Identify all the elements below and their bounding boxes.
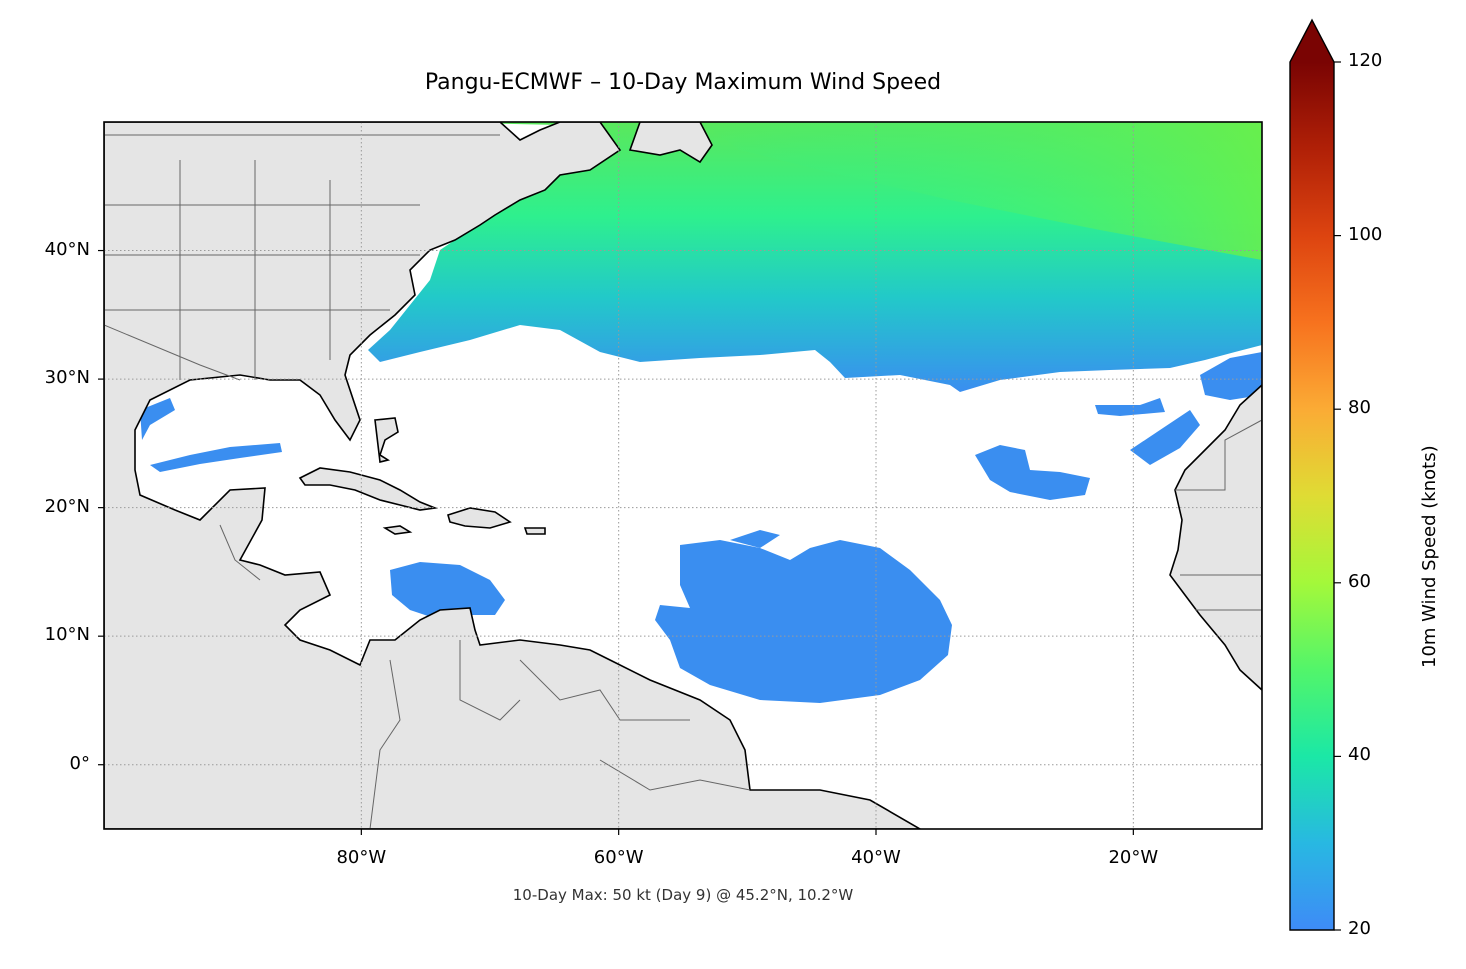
lat-tick-label: 30°N xyxy=(44,367,90,389)
border-south-america-4 xyxy=(599,759,751,791)
border-south-america-3 xyxy=(369,659,401,829)
lon-tick-label: 40°W xyxy=(851,847,901,868)
colorbar-tick-label: 40 xyxy=(1348,744,1371,766)
wind-field-tropical-ne xyxy=(730,530,780,548)
wind-field-east-cells xyxy=(975,445,1090,500)
wind-field-ne-band xyxy=(700,122,1262,260)
border-africa-1 xyxy=(1175,419,1262,491)
colorbar-tick-label: 80 xyxy=(1348,397,1371,419)
colorbar-tick-label: 60 xyxy=(1348,570,1371,592)
map-title: Pangu-ECMWF – 10-Day Maximum Wind Speed xyxy=(424,70,942,95)
lon-tick-label: 20°W xyxy=(1108,847,1159,868)
land-africa xyxy=(1169,383,1262,692)
border-us-mexico xyxy=(104,324,241,381)
wind-field-gulf-west xyxy=(140,398,175,440)
border-south-america-1 xyxy=(459,640,521,721)
wind-field-gulf-band xyxy=(150,443,282,472)
border-south-america-2 xyxy=(519,659,690,721)
colorbar-tick-label: 120 xyxy=(1348,50,1383,71)
gridlines xyxy=(104,122,1262,829)
border-central-america xyxy=(219,524,261,581)
colorbar-outline xyxy=(1289,18,1335,931)
colorbar-gradient xyxy=(1290,62,1334,930)
lat-tick-label: 0° xyxy=(69,752,90,774)
land-north-america xyxy=(104,122,922,829)
lon-tick-label: 60°W xyxy=(593,847,644,868)
wind-field-east-cells-2 xyxy=(1130,410,1200,465)
land-newfoundland xyxy=(628,122,713,164)
colorbar-label: 10m Wind Speed (knots) xyxy=(1419,445,1440,668)
wind-field-caribbean xyxy=(390,562,505,620)
land xyxy=(104,122,1262,829)
land-jamaica xyxy=(382,525,413,535)
wind-field-east-strip xyxy=(1095,398,1165,416)
land-hispaniola xyxy=(447,507,512,529)
colorbar-ticks xyxy=(1334,61,1341,931)
borders xyxy=(104,134,1262,829)
lon-tick-label: 80°W xyxy=(336,847,387,868)
lat-tick-label: 10°N xyxy=(44,624,90,646)
colorbar-tick-label: 100 xyxy=(1348,223,1383,245)
lat-tick-label: 40°N xyxy=(44,238,90,260)
wind-field-tropical-atlantic xyxy=(655,540,952,703)
land-puerto-rico xyxy=(523,527,546,535)
land-cuba xyxy=(298,467,439,511)
land-bahamas xyxy=(374,417,399,463)
colorbar-tick-label: 20 xyxy=(1348,918,1371,939)
footer-note: 10-Day Max: 50 kt (Day 9) @ 45.2°N, 10.2… xyxy=(512,886,854,904)
map-frame xyxy=(103,121,1263,830)
lat-tick-label: 20°N xyxy=(44,495,90,517)
map-ticks xyxy=(98,249,1134,835)
wind-field-canaries xyxy=(1200,352,1262,400)
colorbar xyxy=(1289,18,1341,931)
colorbar-extend-arrow xyxy=(1290,20,1334,62)
